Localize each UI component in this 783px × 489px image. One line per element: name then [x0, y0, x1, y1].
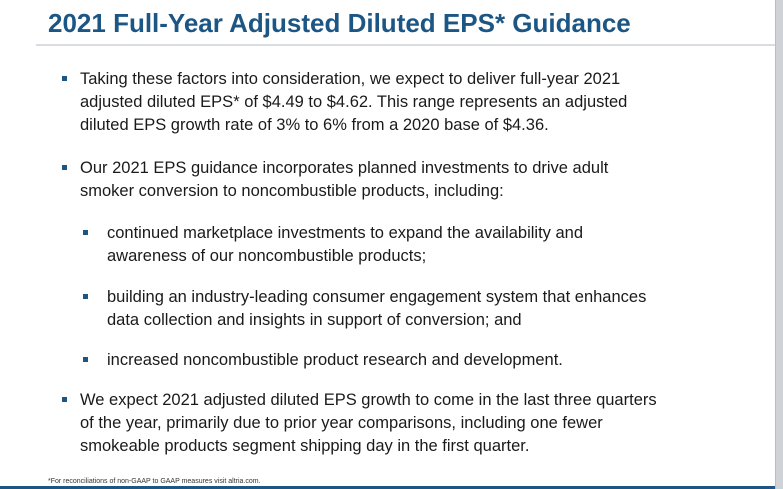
- bottom-accent-bar: [0, 486, 775, 489]
- square-bullet-icon: [83, 230, 88, 235]
- bullet-text: Taking these factors into consideration,…: [80, 70, 628, 134]
- bullet-eps-range: Taking these factors into consideration,…: [62, 68, 742, 137]
- square-bullet-icon: [83, 294, 88, 299]
- bullet-growth-timing: We expect 2021 adjusted diluted EPS grow…: [62, 389, 742, 458]
- window-edge: [775, 0, 783, 489]
- sub-bullet-text: increased noncombustible product researc…: [107, 351, 563, 369]
- title-divider: [36, 44, 775, 46]
- bullet-text: Our 2021 EPS guidance incorporates plann…: [80, 159, 609, 200]
- square-bullet-icon: [62, 165, 67, 170]
- square-bullet-icon: [62, 397, 67, 402]
- square-bullet-icon: [62, 76, 67, 81]
- sub-bullet-marketplace-investments: continued marketplace investments to exp…: [83, 222, 743, 268]
- square-bullet-icon: [83, 357, 88, 362]
- sub-bullet-research-development: increased noncombustible product researc…: [83, 349, 743, 372]
- sub-bullet-text: building an industry-leading consumer en…: [107, 288, 647, 329]
- footnote: *For reconciliations of non-GAAP to GAAP…: [48, 478, 261, 485]
- sub-bullet-text: continued marketplace investments to exp…: [107, 224, 584, 265]
- sub-bullet-consumer-engagement: building an industry-leading consumer en…: [83, 286, 743, 332]
- bullet-text: We expect 2021 adjusted diluted EPS grow…: [80, 391, 657, 455]
- slide-title: 2021 Full-Year Adjusted Diluted EPS* Gui…: [48, 8, 631, 38]
- bullet-planned-investments: Our 2021 EPS guidance incorporates plann…: [62, 157, 742, 203]
